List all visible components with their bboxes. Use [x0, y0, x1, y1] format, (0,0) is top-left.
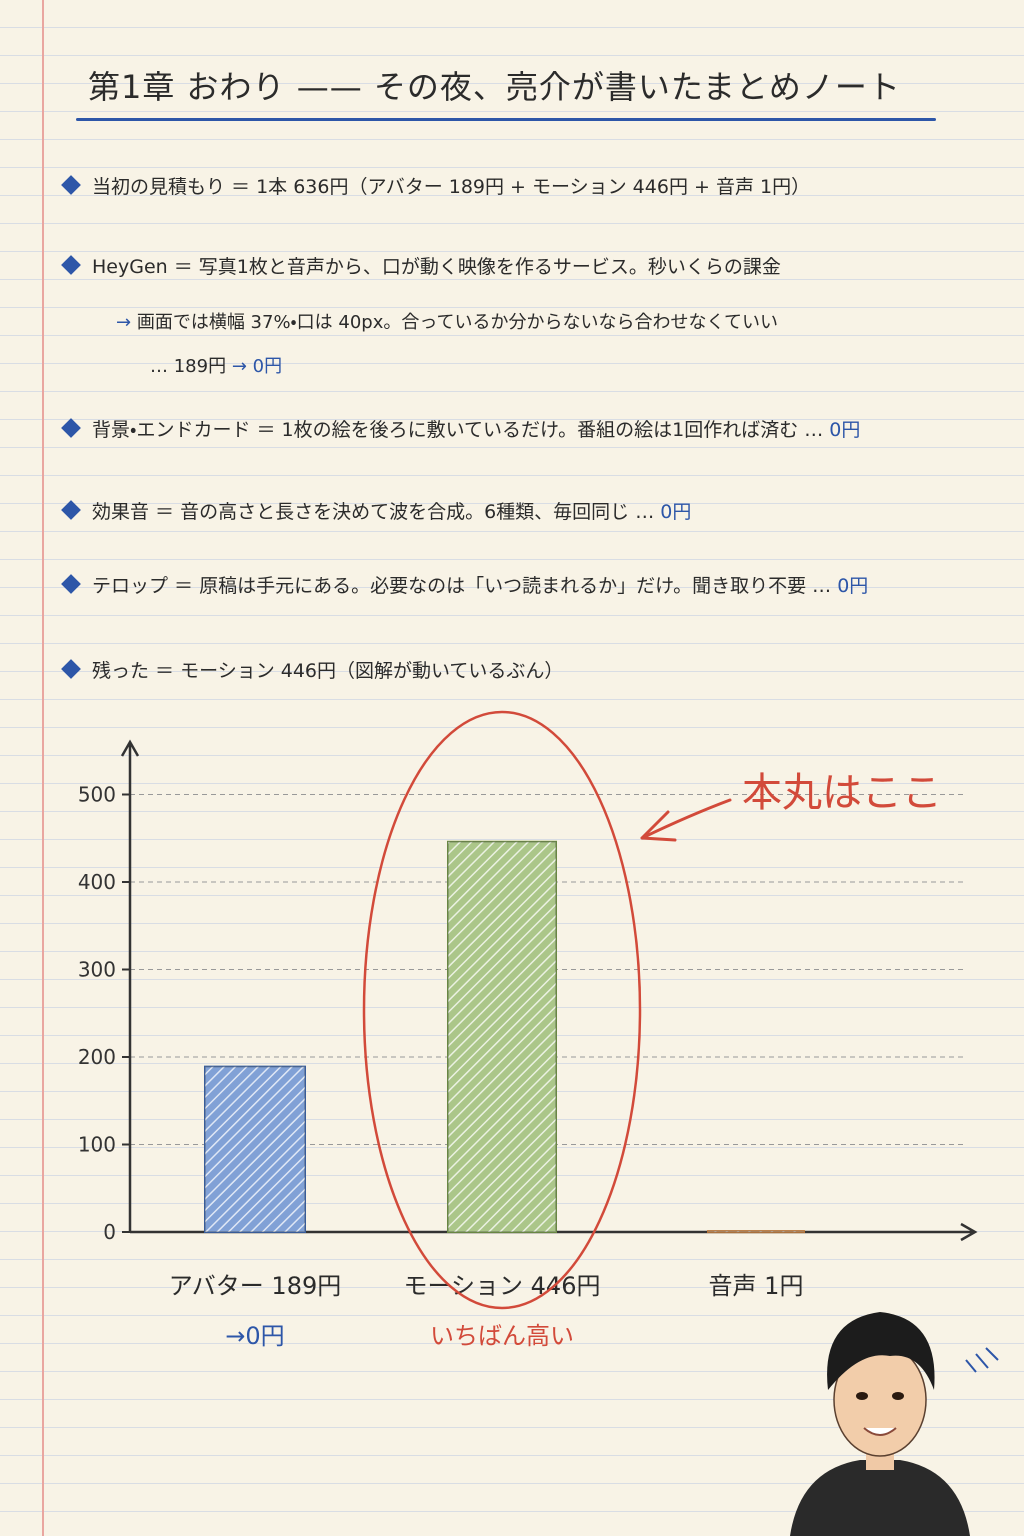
plot: 0 100 200 300 400 500 アバター 189円 →0円 モーション 446円いち… — [78, 739, 978, 1350]
bar-outline — [204, 1065, 306, 1233]
title: 第1章 おわり —— その夜、亮介が書いたまとめノート — [88, 68, 901, 106]
x-tick-label: アバター 189円 — [169, 1272, 341, 1300]
y-tick-label: 400 — [78, 870, 116, 894]
x-tick-label: 音声 1円 — [709, 1272, 804, 1300]
bar-outline — [447, 841, 557, 1233]
note-item: テロップ ＝ 原稿は手元にある。必要なのは「いつ読まれるか」だけ。聞き取り不要 … — [61, 571, 869, 598]
note-item: HeyGen ＝ 写真1枚と音声から、口が動く映像を作るサービス。秒いくらの課金 — [61, 252, 781, 279]
note-text: テロップ ＝ 原稿は手元にある。必要なのは「いつ読まれるか」だけ。聞き取り不要 … — [92, 575, 832, 597]
eye — [856, 1392, 868, 1400]
note-item: 残った ＝ モーション 446円（図解が動いているぶん） — [61, 656, 564, 683]
bar-hatch — [448, 841, 556, 1232]
y-tick-label: 200 — [78, 1045, 116, 1069]
note-item: 背景・エンドカード ＝ 1枚の絵を後ろに敷いているだけ。番組の絵は1回作れば済む… — [61, 415, 861, 442]
note-text: HeyGen ＝ 写真1枚と音声から、口が動く映像を作るサービス。秒いくらの課金 — [92, 256, 781, 278]
smile — [863, 1427, 897, 1436]
note-result: 0円 — [660, 501, 692, 523]
result-after: → 0円 — [231, 356, 283, 377]
y-tick-label: 300 — [78, 958, 116, 982]
y-tick-label: 100 — [78, 1133, 116, 1157]
bar-hatch — [205, 1066, 305, 1232]
title-underline — [76, 118, 936, 121]
hoodie — [790, 1460, 970, 1536]
hair — [827, 1312, 935, 1390]
note-item: 当初の見積もり ＝ 1本 636円（アバター 189円 + モーション 446円… — [61, 172, 811, 199]
note-detail: → 画面では横幅 37%・口は 40px。合っているか分からないなら合わせなくて… — [116, 308, 778, 334]
annotation-arrow — [640, 798, 732, 842]
note-text: 効果音 ＝ 音の高さと長さを決めて波を合成。6種類、毎回同じ … — [92, 501, 655, 523]
note-text: 背景・エンドカード ＝ 1枚の絵を後ろに敷いているだけ。番組の絵は1回作れば済む… — [92, 419, 824, 441]
note-text: 当初の見積もり ＝ 1本 636円（アバター 189円 + モーション 446円… — [92, 176, 811, 198]
x-tick-label: モーション 446円 — [404, 1272, 601, 1300]
y-tick-label: 500 — [78, 783, 116, 807]
bar-outline — [707, 1230, 805, 1233]
category-note: いちばん高い — [430, 1322, 574, 1350]
character — [790, 1312, 999, 1536]
note-result: 0円 — [837, 575, 869, 597]
note-text: 残った ＝ モーション 446円（図解が動いているぶん） — [92, 660, 564, 682]
detail-text: 画面では横幅 37%・口は 40px。合っているか分からないなら合わせなくていい — [136, 312, 778, 333]
annotation: 本丸はここ — [742, 770, 942, 816]
highlight-ellipse — [362, 710, 642, 1310]
y-axis — [120, 739, 140, 1232]
note-result: 0円 — [829, 419, 861, 441]
arrow: → — [116, 312, 132, 333]
margin-line — [42, 0, 44, 1536]
eye — [892, 1392, 904, 1400]
note-item: 効果音 ＝ 音の高さと長さを決めて波を合成。6種類、毎回同じ … 0円 — [61, 497, 692, 524]
y-tick-label: 0 — [103, 1220, 116, 1244]
accent-strokes — [965, 1347, 999, 1373]
result-before: … 189円 — [150, 356, 227, 377]
category-note: →0円 — [225, 1322, 284, 1350]
bar-hatch — [708, 1231, 804, 1233]
note-result: … 189円 → 0円 — [150, 352, 282, 378]
